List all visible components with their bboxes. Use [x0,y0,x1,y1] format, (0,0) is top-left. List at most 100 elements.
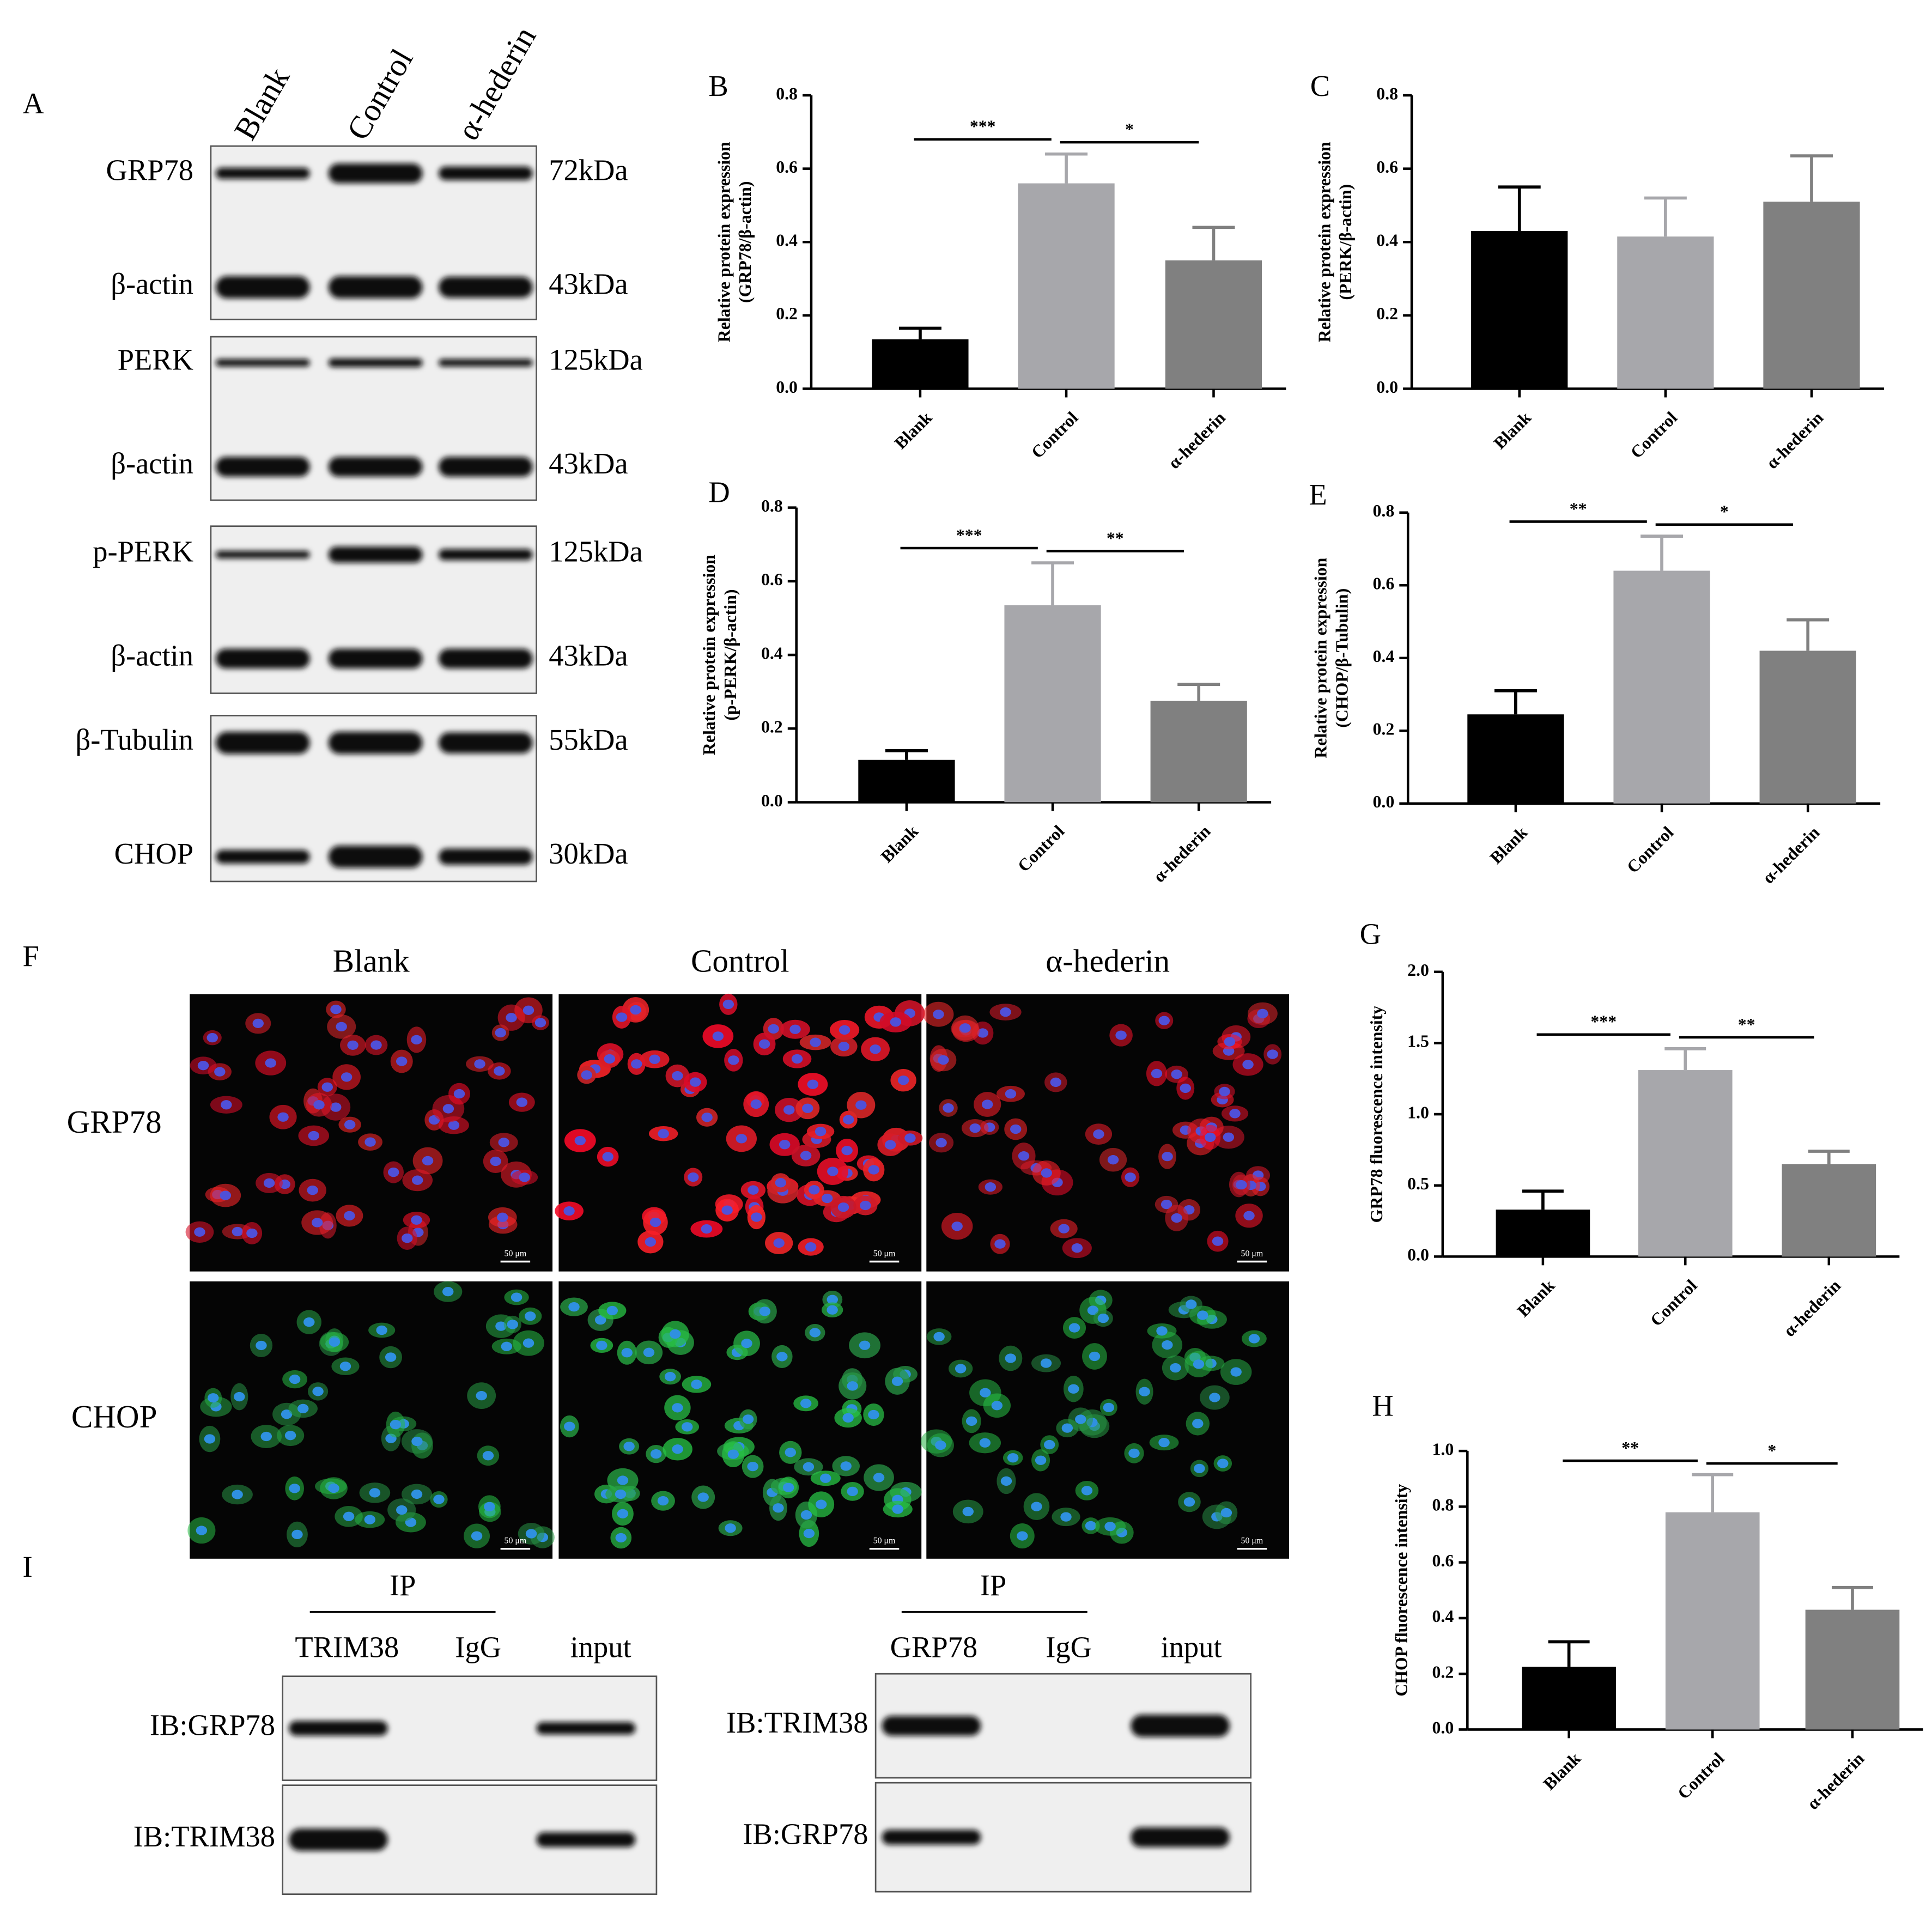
y-tick-label: 0.4 [761,643,783,663]
nucleus [281,1409,293,1419]
band-size: 30kDa [549,837,628,870]
nucleus [859,1340,871,1350]
nucleus [1081,1486,1093,1496]
nucleus [935,1138,947,1147]
nucleus [1212,1236,1224,1246]
bar [1467,714,1564,804]
nucleus [1193,1359,1205,1369]
y-tick-label: 1.5 [1407,1032,1429,1051]
band-size: 43kDa [549,639,628,672]
nucleus [775,1178,787,1188]
panel-letter: F [22,940,39,973]
nucleus [750,1099,762,1109]
nucleus [328,1483,339,1493]
nucleus [664,1372,676,1382]
significance-label: *** [956,526,982,545]
nucleus [615,1489,627,1499]
nucleus [1128,1448,1140,1458]
nucleus [364,1137,376,1147]
nucleus [602,1152,613,1162]
nucleus [728,1055,739,1065]
nucleus [977,1028,988,1038]
nucleus [860,1200,871,1211]
nucleus [809,1328,821,1338]
nucleus [234,1392,245,1402]
nucleus [1125,1172,1136,1182]
bar [858,759,955,803]
nucleus [347,1040,359,1050]
band-label: p-PERK [93,535,193,568]
nucleus [951,1222,963,1231]
nucleus [412,1175,423,1185]
nucleus [736,1134,748,1144]
nucleus [773,1238,785,1248]
nucleus [1257,1008,1268,1019]
bar [1763,202,1860,389]
nucleus [385,1352,397,1362]
nucleus [564,1421,575,1431]
nucleus [759,1307,771,1316]
nucleus [1183,1497,1195,1507]
nucleus [344,1211,355,1221]
y-axis-label: GRP78 fluorescence intensity [1367,1006,1386,1223]
y-tick-label: 0.2 [776,304,798,323]
nucleus [1040,1358,1052,1368]
nucleus [1180,1083,1191,1093]
y-tick-label: 0.6 [1432,1551,1454,1570]
nucleus [1171,1070,1182,1079]
nucleus [277,1112,289,1122]
nucleus [1151,1068,1163,1079]
nucleus [1035,1455,1047,1465]
blot-band [215,359,310,367]
nucleus [649,1217,661,1228]
blot-band [289,1721,388,1736]
nucleus [802,1103,813,1113]
scale-bar-label: 50 μm [1241,1249,1263,1259]
blot-band [289,1828,388,1851]
nucleus [1000,1007,1011,1017]
nucleus [364,1515,376,1524]
nucleus [1185,1299,1197,1309]
nucleus [484,1502,495,1512]
blot-band [215,457,310,477]
nucleus [985,1182,997,1192]
bar [1471,231,1568,389]
nucleus [815,1127,827,1137]
nucleus [980,1388,991,1397]
nucleus [800,1510,812,1520]
band-label: PERK [118,343,193,376]
lane-label: IgG [1046,1631,1092,1664]
blot-band [328,546,423,563]
nucleus [388,1167,399,1177]
nucleus [820,1473,831,1483]
nucleus [1071,1243,1083,1253]
blot-band [328,358,423,367]
lane-label: Blank [227,61,296,146]
nucleus [837,1202,849,1212]
y-axis-label: Relative protein expression [714,142,733,342]
nucleus [448,1120,460,1130]
nucleus [1107,1155,1119,1165]
nucleus [308,1131,319,1141]
x-tick-label: α-hederin [1759,823,1824,888]
nucleus [260,1431,272,1442]
nucleus [827,1295,839,1304]
significance-label: *** [1590,1012,1617,1031]
nucleus [208,1393,219,1403]
y-tick-label: 0.4 [1376,231,1398,250]
nucleus [221,1100,232,1110]
nucleus [617,1475,629,1485]
nucleus [1093,1129,1104,1139]
row-label: IB:TRIM38 [726,1706,868,1739]
nucleus [1044,1439,1055,1450]
band-label: β-Tubulin [75,723,193,756]
row-label: GRP78 [67,1104,162,1140]
row-label: IB:GRP78 [743,1818,868,1851]
nucleus [339,1362,351,1371]
nucleus [369,1488,381,1498]
nucleus [979,1438,991,1448]
x-tick-label: Blank [891,408,935,453]
bar [1018,183,1115,389]
y-tick-label: 0.6 [1376,157,1398,177]
